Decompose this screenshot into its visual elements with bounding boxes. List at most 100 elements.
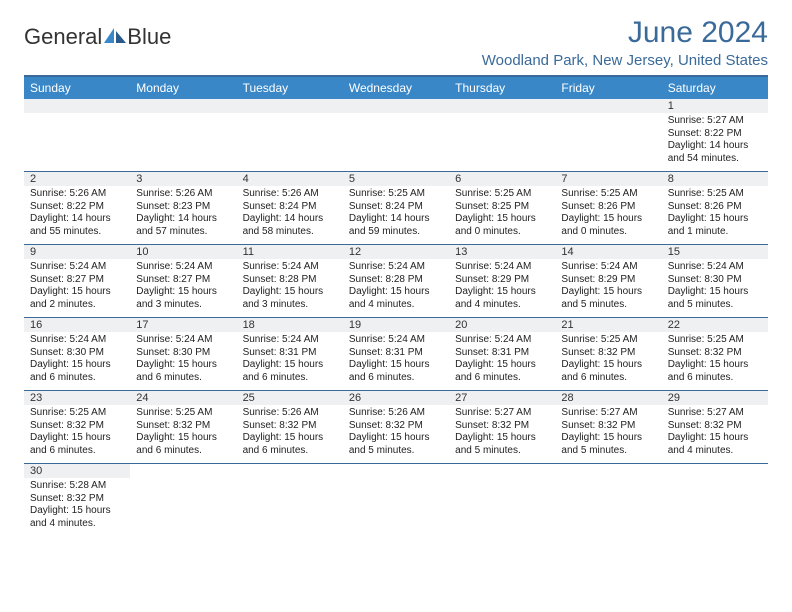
day-cell: 24Sunrise: 5:25 AMSunset: 8:32 PMDayligh…: [130, 391, 236, 463]
day-info: Sunrise: 5:24 AMSunset: 8:27 PMDaylight:…: [130, 259, 236, 315]
empty-cell: [237, 464, 343, 536]
day-info: Sunrise: 5:24 AMSunset: 8:28 PMDaylight:…: [343, 259, 449, 315]
day-number: 26: [343, 391, 449, 405]
day-number: 4: [237, 172, 343, 186]
day-cell: 17Sunrise: 5:24 AMSunset: 8:30 PMDayligh…: [130, 318, 236, 390]
week-row: 30Sunrise: 5:28 AMSunset: 8:32 PMDayligh…: [24, 464, 768, 536]
day-info: Sunrise: 5:26 AMSunset: 8:24 PMDaylight:…: [237, 186, 343, 242]
logo-text-a: General: [24, 24, 102, 50]
day-header: Saturday: [662, 77, 768, 99]
week-row: 16Sunrise: 5:24 AMSunset: 8:30 PMDayligh…: [24, 318, 768, 391]
calendar: SundayMondayTuesdayWednesdayThursdayFrid…: [24, 75, 768, 536]
day-info: Sunrise: 5:26 AMSunset: 8:22 PMDaylight:…: [24, 186, 130, 242]
day-info: Sunrise: 5:28 AMSunset: 8:32 PMDaylight:…: [24, 478, 130, 534]
empty-cell: [130, 464, 236, 536]
day-cell: 18Sunrise: 5:24 AMSunset: 8:31 PMDayligh…: [237, 318, 343, 390]
page-subtitle: Woodland Park, New Jersey, United States: [482, 52, 768, 69]
day-header: Sunday: [24, 77, 130, 99]
logo-sail-icon: [104, 24, 126, 50]
empty-cell: [24, 99, 130, 171]
day-number: 5: [343, 172, 449, 186]
empty-daynum: [555, 99, 661, 113]
day-number: 19: [343, 318, 449, 332]
day-number: 8: [662, 172, 768, 186]
day-cell: 15Sunrise: 5:24 AMSunset: 8:30 PMDayligh…: [662, 245, 768, 317]
day-cell: 12Sunrise: 5:24 AMSunset: 8:28 PMDayligh…: [343, 245, 449, 317]
day-info: Sunrise: 5:24 AMSunset: 8:31 PMDaylight:…: [237, 332, 343, 388]
day-header: Friday: [555, 77, 661, 99]
logo-text-b: Blue: [127, 24, 171, 50]
day-number: 12: [343, 245, 449, 259]
empty-cell: [449, 99, 555, 171]
day-cell: 7Sunrise: 5:25 AMSunset: 8:26 PMDaylight…: [555, 172, 661, 244]
day-cell: 20Sunrise: 5:24 AMSunset: 8:31 PMDayligh…: [449, 318, 555, 390]
day-info: Sunrise: 5:25 AMSunset: 8:24 PMDaylight:…: [343, 186, 449, 242]
week-row: 2Sunrise: 5:26 AMSunset: 8:22 PMDaylight…: [24, 172, 768, 245]
header: General Blue June 2024 Woodland Park, Ne…: [24, 16, 768, 69]
day-info: Sunrise: 5:27 AMSunset: 8:32 PMDaylight:…: [555, 405, 661, 461]
empty-cell: [662, 464, 768, 536]
day-cell: 16Sunrise: 5:24 AMSunset: 8:30 PMDayligh…: [24, 318, 130, 390]
day-info: Sunrise: 5:27 AMSunset: 8:32 PMDaylight:…: [449, 405, 555, 461]
day-info: Sunrise: 5:24 AMSunset: 8:28 PMDaylight:…: [237, 259, 343, 315]
day-info: Sunrise: 5:24 AMSunset: 8:29 PMDaylight:…: [449, 259, 555, 315]
day-number: 3: [130, 172, 236, 186]
day-number: 7: [555, 172, 661, 186]
day-header-row: SundayMondayTuesdayWednesdayThursdayFrid…: [24, 77, 768, 99]
day-number: 22: [662, 318, 768, 332]
day-number: 28: [555, 391, 661, 405]
day-info: Sunrise: 5:27 AMSunset: 8:22 PMDaylight:…: [662, 113, 768, 169]
calendar-page: General Blue June 2024 Woodland Park, Ne…: [0, 0, 792, 552]
day-number: 18: [237, 318, 343, 332]
day-number: 16: [24, 318, 130, 332]
weeks-container: 1Sunrise: 5:27 AMSunset: 8:22 PMDaylight…: [24, 99, 768, 536]
day-info: Sunrise: 5:27 AMSunset: 8:32 PMDaylight:…: [662, 405, 768, 461]
day-number: 23: [24, 391, 130, 405]
day-number: 27: [449, 391, 555, 405]
logo: General Blue: [24, 16, 171, 50]
day-number: 21: [555, 318, 661, 332]
day-info: Sunrise: 5:24 AMSunset: 8:31 PMDaylight:…: [343, 332, 449, 388]
day-info: Sunrise: 5:25 AMSunset: 8:32 PMDaylight:…: [130, 405, 236, 461]
day-info: Sunrise: 5:25 AMSunset: 8:25 PMDaylight:…: [449, 186, 555, 242]
page-title: June 2024: [482, 16, 768, 50]
day-cell: 1Sunrise: 5:27 AMSunset: 8:22 PMDaylight…: [662, 99, 768, 171]
day-cell: 3Sunrise: 5:26 AMSunset: 8:23 PMDaylight…: [130, 172, 236, 244]
day-number: 2: [24, 172, 130, 186]
day-cell: 10Sunrise: 5:24 AMSunset: 8:27 PMDayligh…: [130, 245, 236, 317]
day-cell: 4Sunrise: 5:26 AMSunset: 8:24 PMDaylight…: [237, 172, 343, 244]
day-info: Sunrise: 5:26 AMSunset: 8:32 PMDaylight:…: [343, 405, 449, 461]
day-cell: 22Sunrise: 5:25 AMSunset: 8:32 PMDayligh…: [662, 318, 768, 390]
day-number: 6: [449, 172, 555, 186]
day-info: Sunrise: 5:26 AMSunset: 8:23 PMDaylight:…: [130, 186, 236, 242]
day-cell: 8Sunrise: 5:25 AMSunset: 8:26 PMDaylight…: [662, 172, 768, 244]
empty-cell: [130, 99, 236, 171]
day-cell: 25Sunrise: 5:26 AMSunset: 8:32 PMDayligh…: [237, 391, 343, 463]
week-row: 23Sunrise: 5:25 AMSunset: 8:32 PMDayligh…: [24, 391, 768, 464]
day-number: 20: [449, 318, 555, 332]
day-number: 13: [449, 245, 555, 259]
day-number: 30: [24, 464, 130, 478]
day-number: 24: [130, 391, 236, 405]
day-cell: 9Sunrise: 5:24 AMSunset: 8:27 PMDaylight…: [24, 245, 130, 317]
empty-cell: [555, 99, 661, 171]
day-header: Thursday: [449, 77, 555, 99]
empty-cell: [449, 464, 555, 536]
day-info: Sunrise: 5:25 AMSunset: 8:32 PMDaylight:…: [662, 332, 768, 388]
day-info: Sunrise: 5:24 AMSunset: 8:29 PMDaylight:…: [555, 259, 661, 315]
week-row: 9Sunrise: 5:24 AMSunset: 8:27 PMDaylight…: [24, 245, 768, 318]
day-cell: 19Sunrise: 5:24 AMSunset: 8:31 PMDayligh…: [343, 318, 449, 390]
empty-daynum: [343, 99, 449, 113]
day-info: Sunrise: 5:24 AMSunset: 8:30 PMDaylight:…: [662, 259, 768, 315]
day-cell: 21Sunrise: 5:25 AMSunset: 8:32 PMDayligh…: [555, 318, 661, 390]
day-number: 15: [662, 245, 768, 259]
day-cell: 26Sunrise: 5:26 AMSunset: 8:32 PMDayligh…: [343, 391, 449, 463]
empty-daynum: [24, 99, 130, 113]
header-right: June 2024 Woodland Park, New Jersey, Uni…: [482, 16, 768, 69]
day-cell: 14Sunrise: 5:24 AMSunset: 8:29 PMDayligh…: [555, 245, 661, 317]
day-header: Monday: [130, 77, 236, 99]
day-info: Sunrise: 5:24 AMSunset: 8:27 PMDaylight:…: [24, 259, 130, 315]
day-cell: 29Sunrise: 5:27 AMSunset: 8:32 PMDayligh…: [662, 391, 768, 463]
day-cell: 30Sunrise: 5:28 AMSunset: 8:32 PMDayligh…: [24, 464, 130, 536]
day-cell: 6Sunrise: 5:25 AMSunset: 8:25 PMDaylight…: [449, 172, 555, 244]
